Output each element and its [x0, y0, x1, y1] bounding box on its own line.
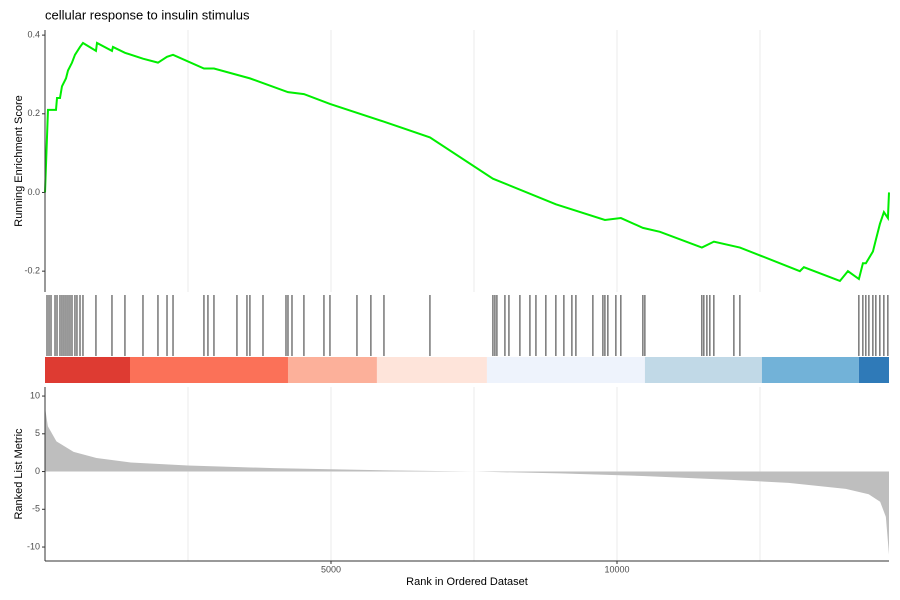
heat-band [376, 357, 487, 383]
heat-band [644, 357, 762, 383]
y-tick-label: -10 [27, 541, 40, 551]
x-axis-label: Rank in Ordered Dataset [406, 576, 528, 588]
heat-band [287, 357, 377, 383]
heat-band [761, 357, 859, 383]
y-axis-label: Ranked List Metric [13, 428, 25, 520]
metric-area [45, 407, 889, 555]
x-tick-label: 5000 [321, 564, 341, 574]
y-tick-label: -5 [32, 504, 40, 514]
x-tick-label: 10000 [604, 564, 629, 574]
score-line [44, 41, 890, 283]
y-tick-label: 0.4 [27, 29, 40, 39]
heat-band [486, 357, 645, 383]
y-tick-label: 0.2 [27, 108, 40, 118]
y-tick-label: 5 [35, 428, 40, 438]
heat-band [45, 357, 131, 383]
y-tick-label: 10 [30, 390, 40, 400]
y-tick-label: 0 [35, 466, 40, 476]
y-tick-label: 0.0 [27, 187, 40, 197]
chart-title: cellular response to insulin stimulus [45, 7, 250, 22]
heat-band [130, 357, 288, 383]
heat-band [858, 357, 889, 383]
y-tick-label: -0.2 [24, 266, 40, 276]
y-axis-label: Running Enrichment Score [13, 95, 25, 226]
